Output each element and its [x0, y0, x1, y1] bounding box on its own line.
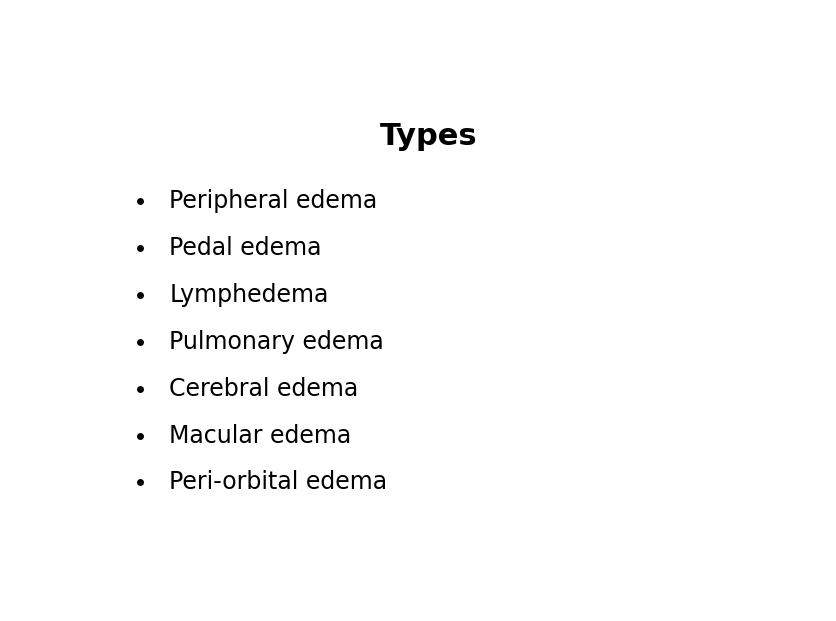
Text: Pulmonary edema: Pulmonary edema: [169, 330, 384, 354]
Text: Types: Types: [380, 122, 477, 151]
Text: Cerebral edema: Cerebral edema: [169, 377, 359, 401]
Text: Macular edema: Macular edema: [169, 424, 352, 448]
Text: Peri-orbital edema: Peri-orbital edema: [169, 470, 387, 494]
Text: Pedal edema: Pedal edema: [169, 236, 322, 260]
Text: Peripheral edema: Peripheral edema: [169, 189, 378, 213]
Text: Lymphedema: Lymphedema: [169, 283, 329, 307]
